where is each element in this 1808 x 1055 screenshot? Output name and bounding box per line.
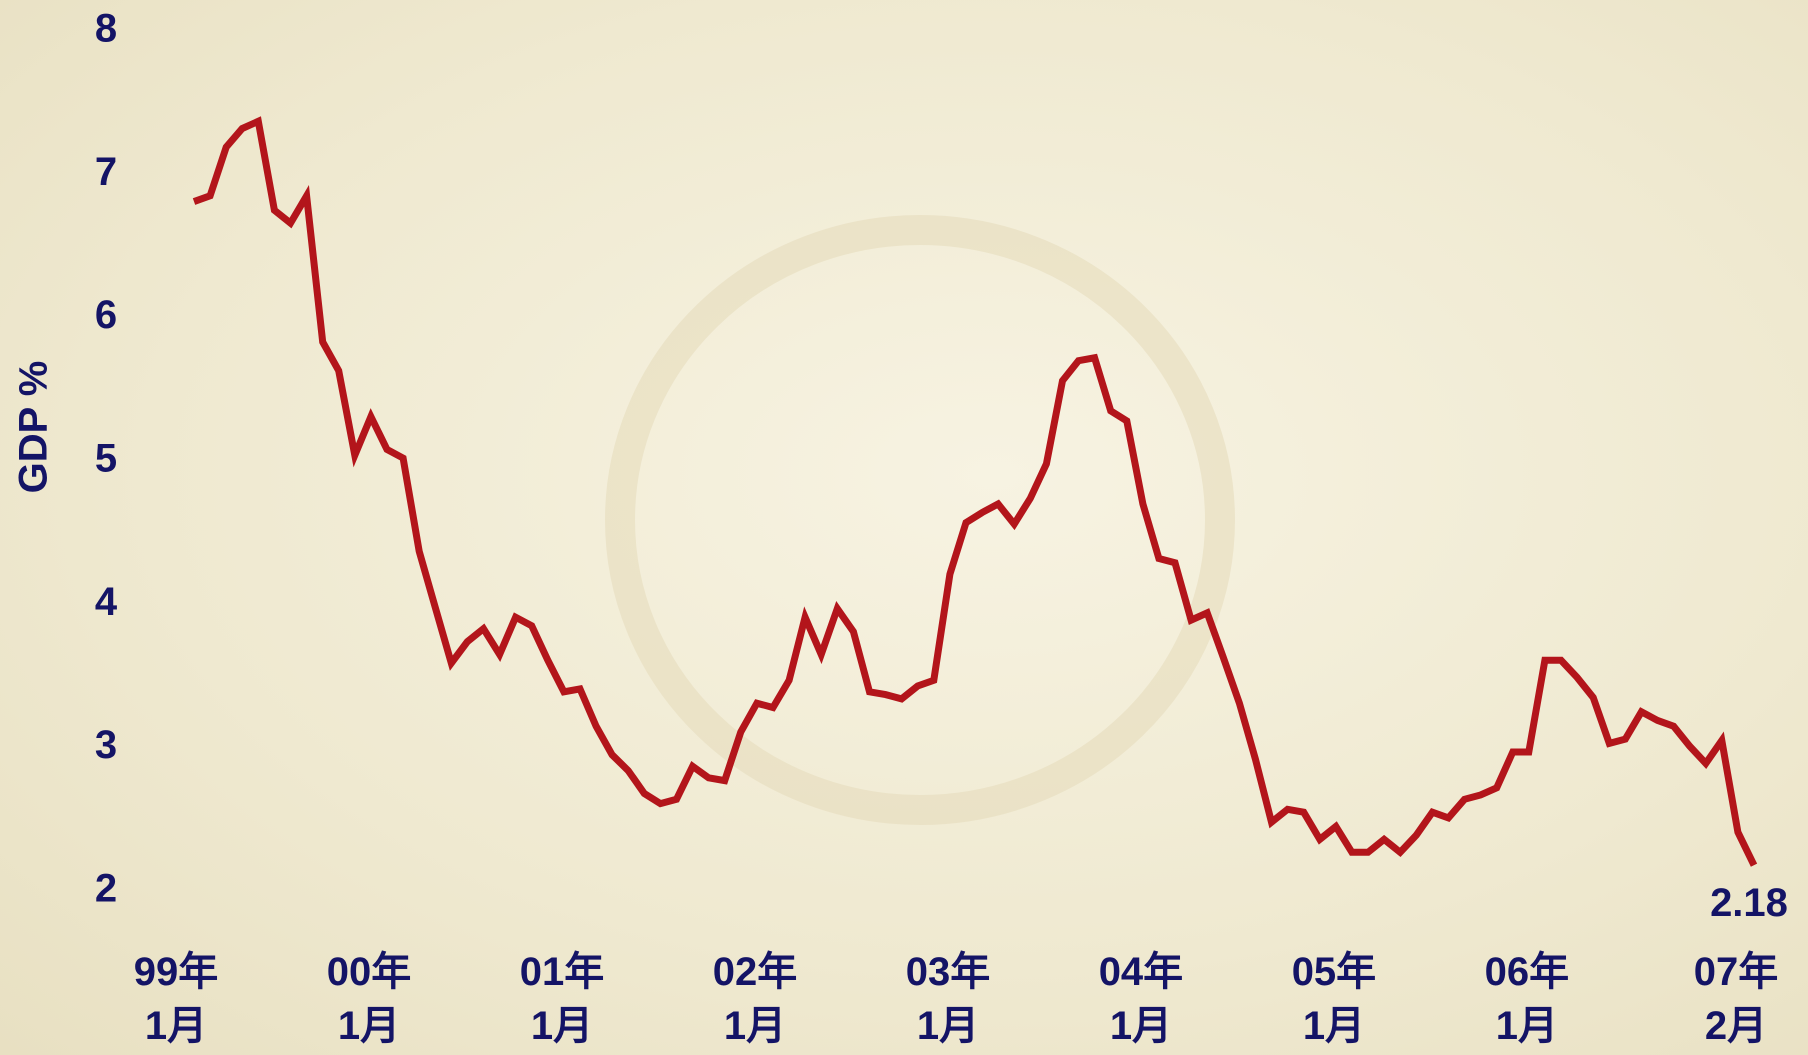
x-tick-label: 01年 1月 bbox=[520, 950, 605, 1048]
y-axis-title: GDP % bbox=[12, 361, 56, 494]
data-line bbox=[192, 116, 1758, 867]
y-tick-label: 6 bbox=[95, 293, 117, 337]
y-tick-label: 8 bbox=[95, 7, 117, 51]
x-tick-label: 04年 1月 bbox=[1099, 950, 1184, 1048]
x-tick-label: 99年 1月 bbox=[134, 950, 219, 1048]
background-seal bbox=[605, 215, 1235, 825]
y-tick-label: 2 bbox=[95, 867, 117, 911]
x-tick-label: 02年 1月 bbox=[713, 950, 798, 1048]
y-tick-label: 7 bbox=[95, 150, 117, 194]
x-tick-label: 03年 1月 bbox=[906, 950, 991, 1048]
x-tick-label: 06年 1月 bbox=[1485, 950, 1570, 1048]
x-tick-label: 00年 1月 bbox=[327, 950, 412, 1048]
x-tick-label: 05年 1月 bbox=[1292, 950, 1377, 1048]
y-tick-label: 5 bbox=[95, 437, 117, 481]
y-tick-label: 4 bbox=[95, 580, 118, 624]
data-label: 2.18 bbox=[1710, 881, 1788, 925]
y-tick-label: 3 bbox=[95, 723, 117, 767]
x-tick-label: 07年 2月 bbox=[1694, 950, 1779, 1048]
